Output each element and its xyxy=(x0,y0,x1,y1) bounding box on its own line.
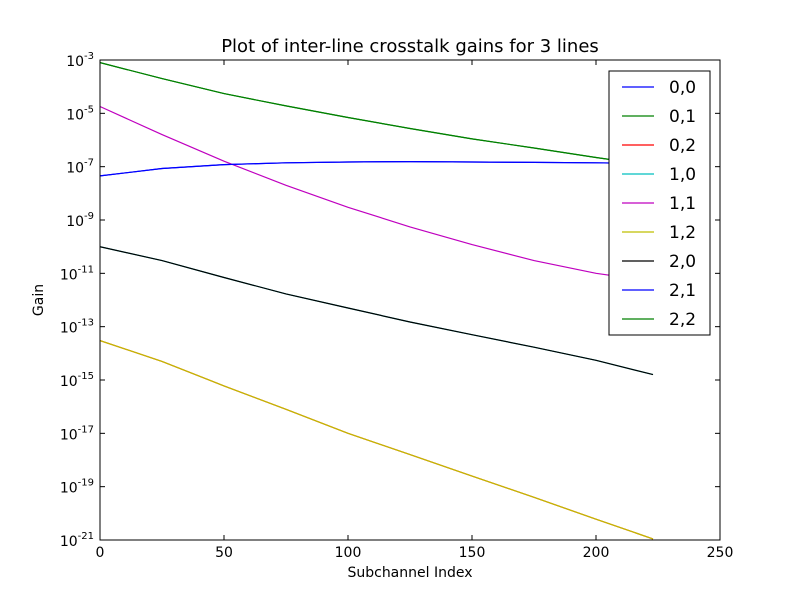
series-line-6 xyxy=(100,246,654,376)
x-tick-label-0: 0 xyxy=(96,545,105,561)
chart-title: Plot of inter-line crosstalk gains for 3… xyxy=(221,36,599,57)
legend-label-1: 0,1 xyxy=(669,107,696,127)
y-tick-label-7: 10-17 xyxy=(60,424,94,443)
x-axis-label: Subchannel Index xyxy=(347,565,472,581)
legend-label-5: 1,2 xyxy=(669,223,696,243)
legend-label-0: 0,0 xyxy=(669,78,696,98)
y-tick-label-6: 10-15 xyxy=(60,371,94,390)
series-line-4 xyxy=(100,105,654,282)
y-tick-label-1: 10-5 xyxy=(66,104,94,123)
series-line-8 xyxy=(100,62,654,167)
y-tick-label-5: 10-13 xyxy=(60,318,94,337)
legend-label-2: 0,2 xyxy=(669,136,696,156)
x-tick-label-1: 50 xyxy=(215,545,233,561)
y-tick-label-9: 10-21 xyxy=(60,531,94,550)
x-tick-label-5: 250 xyxy=(707,545,734,561)
y-axis-ticks: 10-3 10-5 10-7 10-9 10-11 10-13 10-15 10-17 10-1… xyxy=(60,51,720,550)
legend-label-7: 2,1 xyxy=(669,281,696,301)
y-tick-label-0: 10-3 xyxy=(66,51,94,70)
y-tick-label-4: 10-11 xyxy=(60,264,94,283)
y-tick-label-8: 10-19 xyxy=(60,478,94,497)
legend-label-8: 2,2 xyxy=(669,310,696,330)
legend-label-3: 1,0 xyxy=(669,165,696,185)
x-tick-label-3: 150 xyxy=(459,545,486,561)
series-layer xyxy=(100,62,654,540)
y-axis-label: Gain xyxy=(31,284,47,316)
x-tick-label-2: 100 xyxy=(335,545,362,561)
x-axis-ticks: 0 50 100 150 200 250 xyxy=(96,60,734,561)
x-tick-label-4: 200 xyxy=(583,545,610,561)
plot-area-frame xyxy=(99,59,721,541)
y-tick-label-2: 10-7 xyxy=(66,158,94,177)
series-line-7 xyxy=(100,160,654,177)
legend-label-6: 2,0 xyxy=(669,252,696,272)
legend-label-4: 1,1 xyxy=(669,194,696,214)
y-tick-label-3: 10-9 xyxy=(66,211,94,230)
legend: 0,0 0,1 0,2 1,0 1,1 1,2 2,0 2,1 2,2 xyxy=(608,70,711,336)
series-line-5 xyxy=(100,340,654,540)
